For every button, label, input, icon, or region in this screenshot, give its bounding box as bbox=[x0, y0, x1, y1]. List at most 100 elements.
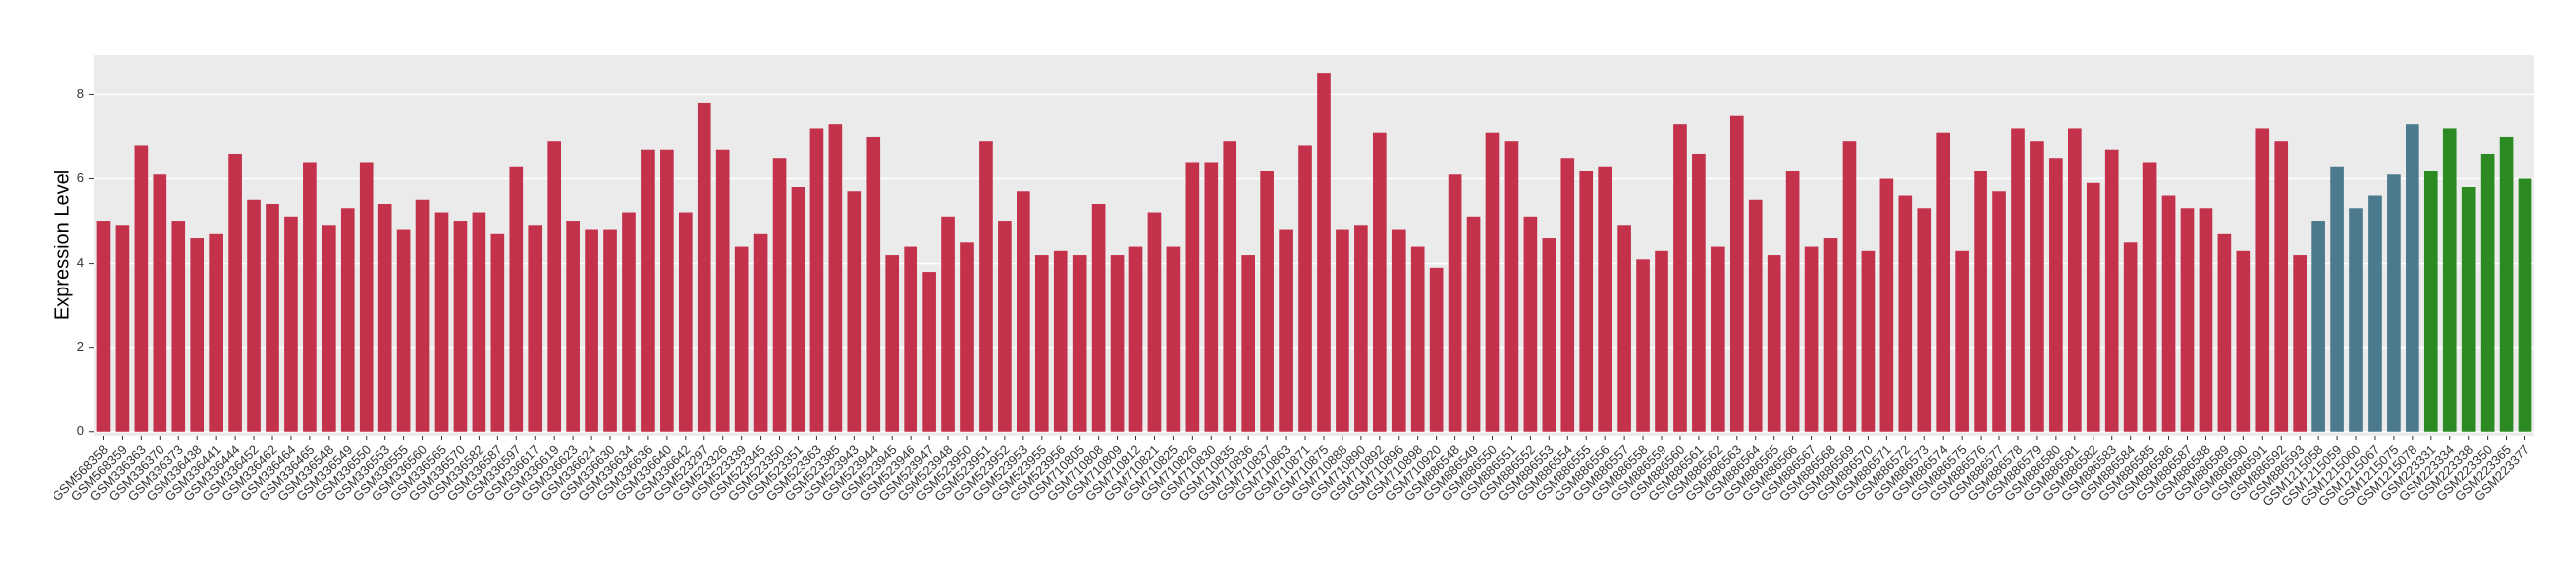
bar bbox=[247, 199, 261, 432]
bar bbox=[1729, 115, 1744, 432]
bar bbox=[303, 162, 317, 432]
bar bbox=[960, 242, 974, 432]
bar bbox=[1429, 267, 1444, 432]
bar bbox=[2368, 195, 2382, 432]
bar bbox=[678, 212, 693, 432]
bar bbox=[2293, 255, 2307, 432]
bar bbox=[2104, 149, 2119, 432]
bar bbox=[2274, 141, 2289, 432]
bar bbox=[753, 233, 768, 432]
bar bbox=[453, 221, 468, 432]
bar bbox=[415, 199, 430, 432]
bar bbox=[1053, 250, 1068, 432]
bar bbox=[1166, 246, 1181, 432]
bar bbox=[904, 246, 917, 432]
bar bbox=[153, 174, 167, 432]
bar bbox=[585, 229, 598, 432]
bar bbox=[96, 221, 111, 432]
bar bbox=[2161, 195, 2176, 432]
bar bbox=[1110, 255, 1125, 432]
bar bbox=[2349, 208, 2363, 432]
bar bbox=[603, 229, 617, 432]
bar bbox=[1260, 170, 1274, 432]
bar bbox=[2406, 124, 2419, 432]
bar bbox=[1466, 216, 1481, 432]
bar bbox=[284, 216, 298, 432]
bar bbox=[660, 149, 674, 432]
bar bbox=[1241, 255, 1256, 432]
bar bbox=[1391, 229, 1406, 432]
bar bbox=[1974, 170, 1987, 432]
bar bbox=[641, 149, 655, 432]
bar bbox=[359, 162, 374, 432]
bar bbox=[1504, 141, 1519, 432]
bar bbox=[941, 216, 955, 432]
bar bbox=[1560, 158, 1575, 432]
bar bbox=[1185, 162, 1200, 432]
bar bbox=[566, 221, 580, 432]
bar bbox=[2255, 128, 2270, 432]
bar bbox=[1204, 162, 1219, 432]
bar bbox=[1785, 170, 1800, 432]
bar bbox=[1147, 212, 1162, 432]
y-tick-label: 8 bbox=[77, 86, 84, 101]
bar bbox=[1354, 225, 1368, 432]
bar bbox=[1898, 195, 1913, 432]
bar bbox=[1804, 246, 1819, 432]
bar bbox=[1955, 250, 1969, 432]
bar bbox=[922, 272, 936, 432]
y-tick-label: 4 bbox=[77, 255, 84, 270]
bar bbox=[828, 124, 843, 432]
bar bbox=[1673, 124, 1687, 432]
bar bbox=[1823, 238, 1838, 432]
bar bbox=[2180, 208, 2195, 432]
bar bbox=[2123, 242, 2138, 432]
bar bbox=[2423, 170, 2438, 432]
bar bbox=[396, 229, 411, 432]
bar bbox=[434, 212, 449, 432]
bar bbox=[1017, 191, 1030, 432]
bar bbox=[1542, 238, 1556, 432]
y-tick-label: 6 bbox=[77, 171, 84, 185]
bar bbox=[1372, 132, 1387, 432]
bar bbox=[809, 128, 824, 432]
bar bbox=[1410, 246, 1425, 432]
bar bbox=[1917, 208, 1932, 432]
bar bbox=[2199, 208, 2213, 432]
bar bbox=[209, 233, 223, 432]
bar bbox=[340, 208, 355, 432]
bar bbox=[1091, 204, 1106, 432]
bar bbox=[1767, 255, 1781, 432]
bar bbox=[885, 255, 900, 432]
bar bbox=[866, 136, 881, 432]
bar bbox=[847, 191, 862, 432]
bar bbox=[2086, 182, 2100, 432]
y-axis-title: Expression Level bbox=[52, 170, 73, 320]
bar bbox=[547, 141, 562, 432]
bar bbox=[472, 212, 486, 432]
bar bbox=[1598, 166, 1612, 432]
bar bbox=[1861, 250, 1876, 432]
bar bbox=[1655, 250, 1668, 432]
bar bbox=[1448, 174, 1462, 432]
bar bbox=[1128, 246, 1143, 432]
bar bbox=[2067, 128, 2082, 432]
bar bbox=[1692, 153, 1706, 432]
bar bbox=[772, 158, 787, 432]
bar bbox=[115, 225, 130, 432]
bar bbox=[2311, 221, 2325, 432]
bar bbox=[1298, 145, 1312, 432]
bar bbox=[2387, 174, 2401, 432]
bar bbox=[134, 145, 149, 432]
bar bbox=[1223, 141, 1237, 432]
bar bbox=[715, 149, 730, 432]
bar bbox=[1842, 141, 1857, 432]
bar bbox=[791, 187, 805, 432]
bar bbox=[377, 204, 392, 432]
bar bbox=[1279, 229, 1293, 432]
bar bbox=[1879, 178, 1894, 432]
bar bbox=[2442, 128, 2457, 432]
bar bbox=[1617, 225, 1631, 432]
bar bbox=[190, 238, 205, 432]
